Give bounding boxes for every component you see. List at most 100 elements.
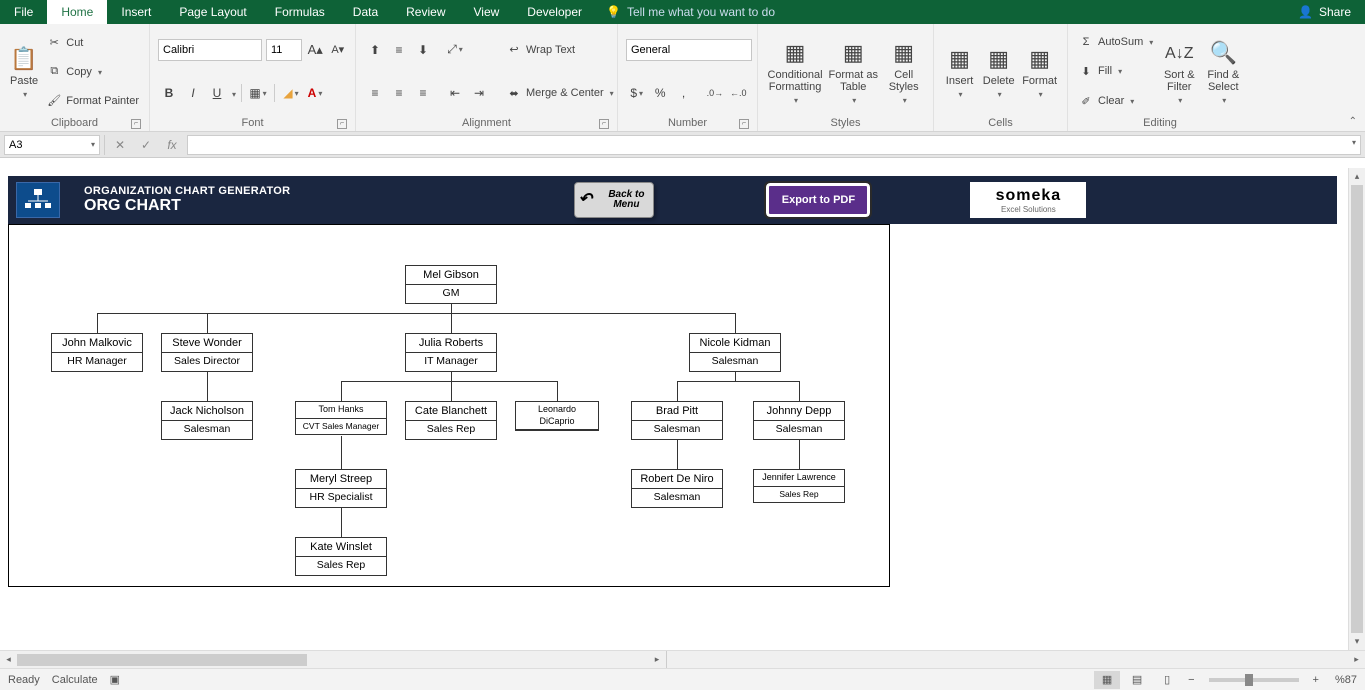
orgchart-node[interactable]: Robert De NiroSalesman — [631, 469, 723, 508]
orgchart-node[interactable]: Tom HanksCVT Sales Manager — [295, 401, 387, 435]
back-to-menu-button[interactable]: ↶ Back to Menu — [574, 182, 654, 218]
tab-data[interactable]: Data — [339, 0, 392, 24]
format-as-table-button[interactable]: ▦Format as Table — [826, 28, 880, 115]
tab-home[interactable]: Home — [47, 0, 107, 24]
bold-button[interactable]: B — [158, 82, 180, 104]
zoom-in-button[interactable]: + — [1309, 674, 1323, 686]
alignment-launcher[interactable]: ⌐ — [599, 119, 609, 129]
increase-decimal-button[interactable]: .0→ — [704, 82, 725, 104]
scroll-up-button[interactable]: ▴ — [1349, 168, 1365, 185]
paste-button[interactable]: 📋 Paste — [6, 28, 42, 115]
orgchart-node[interactable]: Leonardo DiCaprio — [515, 401, 599, 431]
tab-formulas[interactable]: Formulas — [261, 0, 339, 24]
orgchart-node[interactable]: Brad PittSalesman — [631, 401, 723, 440]
wrap-text-button[interactable]: ↩Wrap Text — [502, 40, 618, 60]
zoom-value[interactable]: %87 — [1335, 674, 1357, 686]
formula-input[interactable]: ▾ — [187, 135, 1361, 155]
tab-insert[interactable]: Insert — [107, 0, 165, 24]
accounting-format-button[interactable]: $ — [626, 82, 647, 104]
zoom-handle[interactable] — [1245, 674, 1253, 686]
font-color-button[interactable]: A — [304, 82, 326, 104]
find-select-button[interactable]: 🔍Find & Select — [1201, 28, 1245, 115]
autosum-button[interactable]: ΣAutoSum — [1074, 32, 1157, 52]
align-middle-button[interactable]: ≡ — [388, 39, 410, 61]
sort-filter-button[interactable]: A↓ZSort & Filter — [1157, 28, 1201, 115]
tell-me[interactable]: 💡 Tell me what you want to do — [596, 5, 785, 19]
align-bottom-button[interactable]: ⬇ — [412, 39, 434, 61]
align-right-button[interactable]: ≡ — [412, 82, 434, 104]
scroll-right2-button[interactable]: ▸ — [1348, 654, 1365, 665]
orgchart-node[interactable]: Meryl StreepHR Specialist — [295, 469, 387, 508]
vscroll-track[interactable] — [1349, 185, 1365, 633]
hscroll-thumb[interactable] — [17, 654, 307, 666]
borders-button[interactable]: ▦ — [247, 82, 269, 104]
font-name-select[interactable] — [158, 39, 262, 61]
delete-cells-button[interactable]: ▦Delete — [979, 28, 1018, 115]
hscroll-track[interactable] — [17, 653, 649, 667]
decrease-indent-button[interactable]: ⇤ — [444, 82, 466, 104]
namebox-dropdown-icon[interactable]: ▾ — [91, 140, 95, 149]
collapse-ribbon-button[interactable]: ⌃ — [1349, 116, 1357, 127]
cut-button[interactable]: ✂Cut — [42, 33, 143, 53]
orgchart-node[interactable]: Jack NicholsonSalesman — [161, 401, 253, 440]
clipboard-launcher[interactable]: ⌐ — [131, 119, 141, 129]
align-left-button[interactable]: ≡ — [364, 82, 386, 104]
font-size-select[interactable] — [266, 39, 302, 61]
decrease-font-button[interactable]: A▾ — [329, 39, 348, 61]
horizontal-scrollbar[interactable]: ◂ ▸ ▸ — [0, 650, 1365, 668]
scroll-right-button[interactable]: ▸ — [649, 654, 666, 665]
decrease-decimal-button[interactable]: ←.0 — [728, 82, 749, 104]
cancel-formula-button[interactable]: ✕ — [109, 135, 131, 155]
macro-record-icon[interactable]: ▣ — [110, 673, 120, 686]
orgchart-node[interactable]: Jennifer LawrenceSales Rep — [753, 469, 845, 503]
underline-button[interactable]: U — [206, 82, 228, 104]
increase-font-button[interactable]: A▴ — [306, 39, 325, 61]
percent-button[interactable]: % — [649, 82, 670, 104]
cell-styles-button[interactable]: ▦Cell Styles — [880, 28, 927, 115]
orgchart-node[interactable]: Julia RobertsIT Manager — [405, 333, 497, 372]
align-center-button[interactable]: ≡ — [388, 82, 410, 104]
orgchart-node[interactable]: Kate WinsletSales Rep — [295, 537, 387, 576]
font-launcher[interactable]: ⌐ — [337, 119, 347, 129]
copy-button[interactable]: ⧉Copy — [42, 62, 143, 82]
view-normal-button[interactable]: ▦ — [1094, 671, 1120, 689]
tab-view[interactable]: View — [460, 0, 514, 24]
scroll-left-button[interactable]: ◂ — [0, 654, 17, 665]
comma-button[interactable]: , — [673, 82, 694, 104]
italic-button[interactable]: I — [182, 82, 204, 104]
align-top-button[interactable]: ⬆ — [364, 39, 386, 61]
expand-formula-icon[interactable]: ▾ — [1352, 138, 1356, 147]
format-cells-button[interactable]: ▦Format — [1018, 28, 1061, 115]
vertical-scrollbar[interactable]: ▴ ▾ — [1348, 168, 1365, 650]
orgchart-node[interactable]: Steve WonderSales Director — [161, 333, 253, 372]
insert-cells-button[interactable]: ▦Insert — [940, 28, 979, 115]
tab-page-layout[interactable]: Page Layout — [165, 0, 260, 24]
orgchart-node[interactable]: Cate BlanchettSales Rep — [405, 401, 497, 440]
zoom-slider[interactable] — [1209, 678, 1299, 682]
view-pagelayout-button[interactable]: ▤ — [1124, 671, 1150, 689]
view-pagebreak-button[interactable]: ▯ — [1154, 671, 1180, 689]
fill-button[interactable]: ⬇Fill — [1074, 61, 1157, 81]
share-button[interactable]: 👤 Share — [1284, 5, 1365, 19]
clear-button[interactable]: ✐Clear — [1074, 91, 1157, 111]
zoom-out-button[interactable]: − — [1184, 674, 1198, 686]
orgchart-node[interactable]: Mel GibsonGM — [405, 265, 497, 304]
underline-dropdown-icon[interactable] — [230, 86, 236, 100]
tab-review[interactable]: Review — [392, 0, 459, 24]
orgchart-node[interactable]: John MalkovicHR Manager — [51, 333, 143, 372]
fx-button[interactable]: fx — [161, 135, 183, 155]
vscroll-thumb[interactable] — [1351, 185, 1363, 633]
scroll-down-button[interactable]: ▾ — [1349, 633, 1365, 650]
accept-formula-button[interactable]: ✓ — [135, 135, 157, 155]
number-launcher[interactable]: ⌐ — [739, 119, 749, 129]
export-pdf-button[interactable]: Export to PDF — [766, 183, 870, 217]
tab-developer[interactable]: Developer — [513, 0, 596, 24]
name-box[interactable]: A3 ▾ — [4, 135, 100, 155]
number-format-select[interactable] — [626, 39, 752, 61]
tab-file[interactable]: File — [0, 0, 47, 24]
fill-color-button[interactable]: ◢ — [280, 82, 302, 104]
format-painter-button[interactable]: 🖌Format Painter — [42, 91, 143, 111]
merge-center-button[interactable]: ⬌Merge & Center — [502, 83, 618, 103]
orgchart-node[interactable]: Nicole KidmanSalesman — [689, 333, 781, 372]
conditional-formatting-button[interactable]: ▦Conditional Formatting — [764, 28, 826, 115]
